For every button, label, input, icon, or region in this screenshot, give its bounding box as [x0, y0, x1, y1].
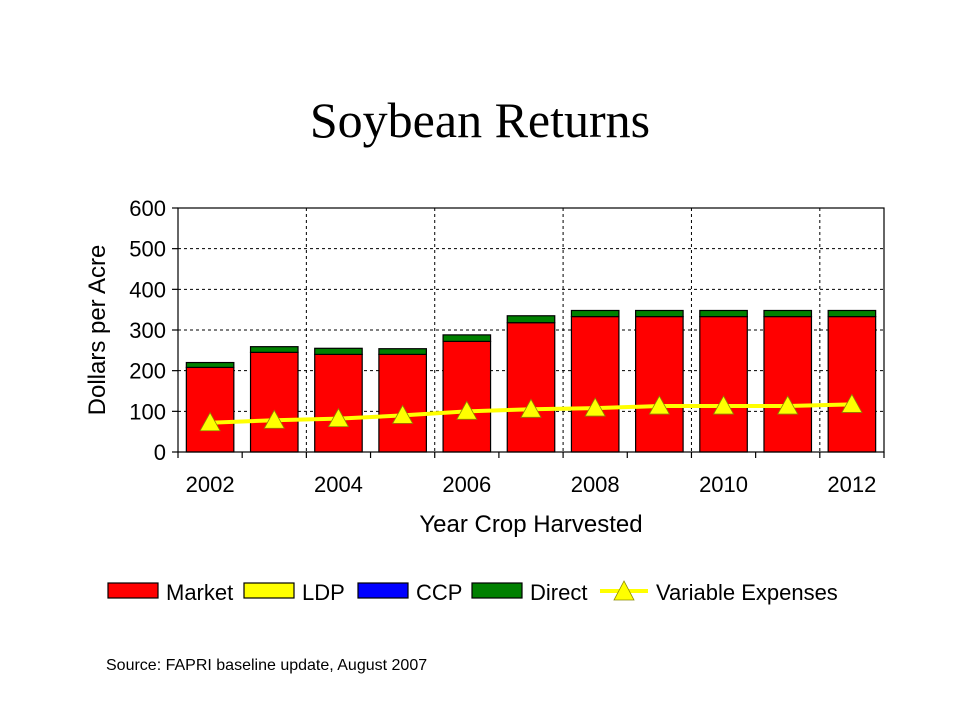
variable-expenses-marker-2002 [199, 411, 221, 432]
x-tick-label: 2010 [699, 472, 748, 497]
y-tick-label: 400 [129, 277, 166, 302]
bar-direct-2009 [635, 309, 684, 318]
x-tick-label: 2012 [827, 472, 876, 497]
chart-title: Soybean Returns [310, 92, 650, 148]
bar-market-2008 [570, 315, 620, 453]
bars [185, 309, 877, 453]
x-tick-label: 2008 [571, 472, 620, 497]
bar-market-2007 [506, 322, 556, 453]
variable-expenses-marker-2009 [648, 395, 671, 415]
bar-direct-2006 [442, 334, 492, 342]
variable-expenses-marker-2010 [712, 395, 735, 415]
bar-market-2004 [314, 353, 363, 453]
bar-direct-2004 [314, 347, 363, 355]
bar-market-2006 [442, 340, 492, 453]
x-tick-label: 2002 [186, 472, 235, 497]
x-axis: 2002 2004 2006 2008 2010 2012 [177, 452, 885, 497]
bar-direct-2010 [699, 309, 748, 318]
legend-label-ccp: CCP [416, 580, 462, 605]
y-tick-label: 100 [129, 399, 166, 424]
bar-direct-2002 [185, 361, 235, 369]
y-axis: 0 100 200 300 400 500 600 [129, 196, 178, 465]
bar-market-2009 [635, 315, 684, 453]
legend-marker-variable-expenses [613, 580, 635, 601]
legend: Market LDP CCP Direct Variable Expenses [107, 580, 838, 605]
x-tick-label: 2004 [314, 472, 363, 497]
variable-expenses-marker-2006 [456, 400, 478, 420]
legend-swatch-ccp [357, 582, 409, 599]
legend-swatch-market [107, 582, 159, 599]
variable-expenses-marker-2004 [327, 407, 350, 428]
legend-label-ldp: LDP [302, 580, 345, 605]
bar-market-2003 [249, 351, 299, 453]
bar-direct-2008 [570, 309, 620, 318]
legend-label-variable-expenses: Variable Expenses [656, 580, 838, 605]
variable-expenses-marker-2008 [584, 397, 606, 417]
legend-label-direct: Direct [530, 580, 587, 605]
y-tick-label: 500 [129, 237, 166, 262]
bar-market-2002 [185, 366, 235, 453]
variable-expenses-marker-2003 [263, 409, 285, 429]
x-tick-label: 2006 [442, 472, 491, 497]
bar-direct-2007 [506, 315, 556, 324]
bar-market-2010 [699, 315, 748, 453]
bar-direct-2011 [763, 309, 813, 318]
y-tick-label: 300 [129, 318, 166, 343]
variable-expenses-marker-2007 [520, 398, 542, 418]
source-note: Source: FAPRI baseline update, August 20… [106, 657, 427, 674]
bar-market-2012 [827, 315, 877, 453]
bar-market-2011 [763, 315, 813, 453]
x-axis-title: Year Crop Harvested [419, 511, 642, 538]
legend-swatch-ldp [243, 582, 295, 599]
variable-expenses-marker-2012 [841, 393, 863, 413]
bar-direct-2012 [827, 309, 877, 318]
y-tick-label: 200 [129, 359, 166, 384]
bar-direct-2005 [378, 348, 427, 355]
bar-market-2005 [378, 353, 427, 453]
variable-expenses-line [199, 393, 863, 432]
bar-direct-2003 [249, 346, 299, 353]
legend-label-market: Market [166, 580, 233, 605]
y-axis-title: Dollars per Acre [84, 245, 111, 416]
variable-expenses-marker-2011 [777, 395, 799, 415]
legend-swatch-direct [471, 582, 523, 599]
y-tick-label: 600 [129, 196, 166, 221]
y-tick-label: 0 [154, 440, 166, 465]
variable-expenses-marker-2005 [391, 404, 414, 424]
